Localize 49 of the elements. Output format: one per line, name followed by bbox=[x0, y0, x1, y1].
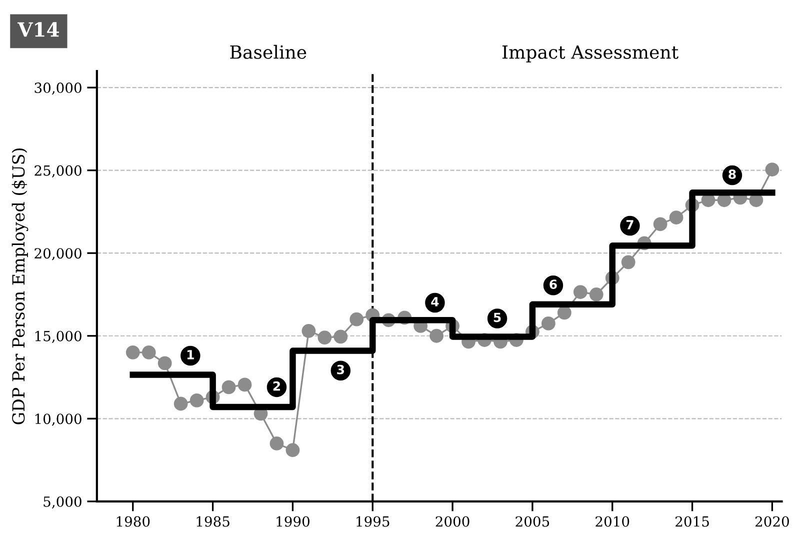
annotation: 1 bbox=[187, 350, 194, 360]
annotation: 5 bbox=[494, 312, 501, 322]
x-tick-label: 1985 bbox=[196, 516, 230, 527]
annotation: 4 bbox=[431, 297, 439, 306]
point bbox=[222, 380, 236, 394]
point bbox=[190, 393, 204, 408]
x-tick-label: 1995 bbox=[356, 516, 390, 527]
y-tick-label: 5,000 bbox=[44, 496, 82, 509]
x-tick-label: 1990 bbox=[276, 516, 310, 527]
x-tick-label: 2000 bbox=[436, 516, 470, 527]
annotation: 8 bbox=[728, 169, 736, 179]
point bbox=[557, 306, 572, 320]
point bbox=[621, 255, 636, 270]
y-tick-label: 30,000 bbox=[34, 82, 82, 95]
point bbox=[589, 288, 604, 302]
text: Impact Assessment bbox=[502, 45, 678, 62]
point bbox=[174, 396, 188, 411]
point bbox=[765, 162, 780, 176]
point bbox=[430, 328, 444, 343]
y-tick-label: 20,000 bbox=[34, 248, 82, 260]
x-tick-label: 1980 bbox=[116, 516, 150, 527]
point bbox=[350, 312, 364, 326]
point bbox=[669, 210, 684, 224]
y-tick-label: 10,000 bbox=[35, 414, 82, 426]
text: V14 bbox=[18, 22, 59, 37]
annotation: 3 bbox=[337, 364, 344, 374]
point bbox=[334, 330, 348, 344]
point bbox=[541, 316, 556, 330]
x-tick-label: 2005 bbox=[516, 516, 550, 527]
point bbox=[238, 378, 252, 392]
y-tick-label: 15,000 bbox=[35, 330, 82, 344]
annotation: 2 bbox=[273, 381, 280, 391]
x-tick-label: 2020 bbox=[755, 516, 789, 527]
point bbox=[318, 330, 332, 344]
point bbox=[126, 345, 140, 360]
point bbox=[286, 443, 300, 458]
point bbox=[158, 356, 172, 370]
y-axis-title: GDP Per Person Employed ($US) bbox=[12, 148, 28, 424]
annotation: 7 bbox=[626, 220, 634, 230]
x-tick-label: 2010 bbox=[596, 516, 630, 527]
x-tick-label: 2015 bbox=[676, 516, 709, 527]
point bbox=[573, 285, 588, 299]
point bbox=[142, 345, 156, 360]
y-tick-label: 25,000 bbox=[34, 165, 82, 178]
point bbox=[270, 436, 284, 450]
text: Baseline bbox=[230, 44, 306, 59]
point bbox=[653, 217, 668, 232]
point bbox=[302, 324, 316, 338]
annotation: 6 bbox=[550, 280, 557, 290]
